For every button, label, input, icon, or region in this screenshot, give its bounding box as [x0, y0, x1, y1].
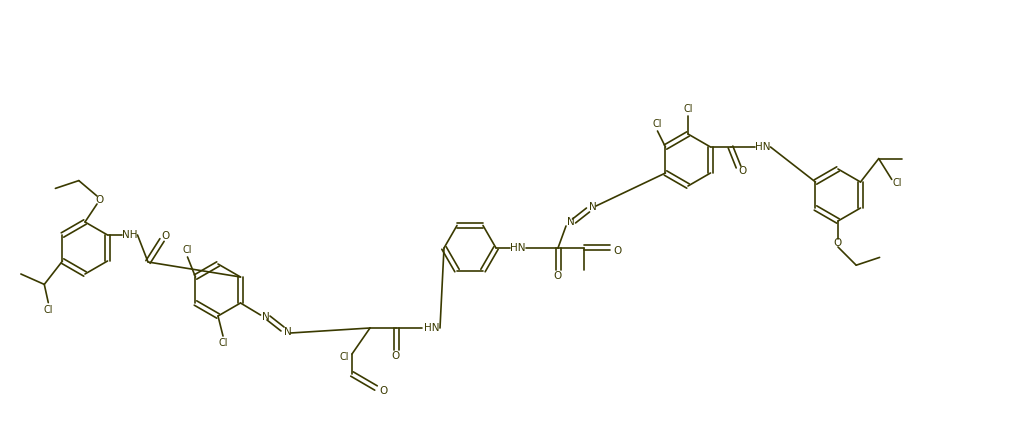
- Text: O: O: [614, 246, 622, 256]
- Text: N: N: [261, 312, 270, 322]
- Text: Cl: Cl: [893, 178, 902, 188]
- Text: NH: NH: [122, 230, 137, 240]
- Text: N: N: [589, 202, 597, 212]
- Text: N: N: [284, 327, 292, 337]
- Text: HN: HN: [511, 243, 526, 253]
- Text: O: O: [554, 271, 562, 281]
- Text: Cl: Cl: [219, 338, 228, 348]
- Text: Cl: Cl: [183, 245, 192, 255]
- Text: O: O: [380, 386, 388, 396]
- Text: HN: HN: [424, 323, 439, 333]
- Text: O: O: [95, 195, 103, 205]
- Text: Cl: Cl: [340, 352, 349, 362]
- Text: HN: HN: [755, 142, 770, 152]
- Text: Cl: Cl: [653, 119, 662, 129]
- Text: O: O: [738, 166, 746, 176]
- Text: O: O: [392, 351, 400, 361]
- Text: N: N: [567, 217, 575, 227]
- Text: Cl: Cl: [683, 104, 693, 114]
- Text: Cl: Cl: [44, 305, 53, 315]
- Text: O: O: [834, 238, 842, 248]
- Text: O: O: [162, 231, 170, 241]
